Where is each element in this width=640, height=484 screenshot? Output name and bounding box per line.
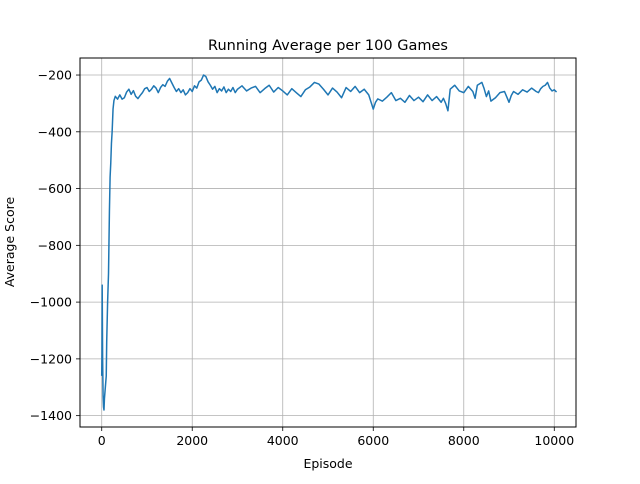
y-tick-label: −400 xyxy=(38,124,72,139)
series-line-0 xyxy=(100,74,558,411)
x-tick-label: 0 xyxy=(98,433,106,448)
grid xyxy=(80,58,576,427)
x-tick-label: 8000 xyxy=(448,433,480,448)
x-tick-label: 6000 xyxy=(357,433,389,448)
plot-frame xyxy=(79,57,577,428)
y-tick-label: −1000 xyxy=(30,295,72,310)
ticks: 0 2000 4000 6000 8000 10000 −1400 −1200 −1000 −80… xyxy=(30,68,575,448)
y-tick-label: −1200 xyxy=(30,351,72,366)
x-tick-label: 2000 xyxy=(176,433,208,448)
y-tick-label: −200 xyxy=(38,68,72,83)
y-tick-label: −1400 xyxy=(30,408,72,423)
chart-title: Running Average per 100 Games xyxy=(208,38,448,54)
y-tick-label: −800 xyxy=(38,238,72,253)
x-tick-label: 4000 xyxy=(267,433,299,448)
series-layer xyxy=(100,74,558,411)
x-tick-label: 10000 xyxy=(534,433,574,448)
y-axis-label: Average Score xyxy=(2,197,17,288)
y-tick-label: −600 xyxy=(38,181,72,196)
x-axis-label: Episode xyxy=(303,456,352,471)
